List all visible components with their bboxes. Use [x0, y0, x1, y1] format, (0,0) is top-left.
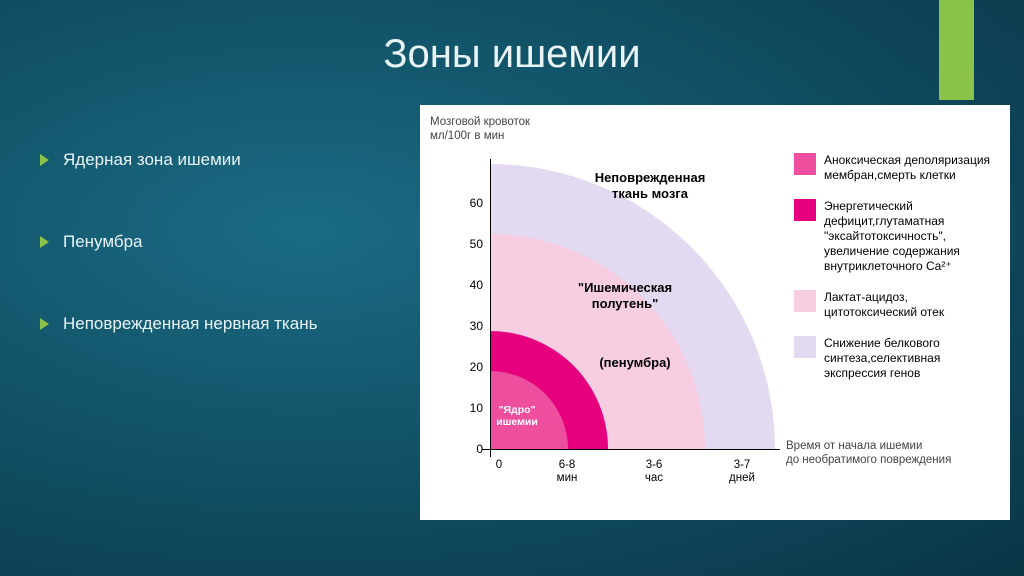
zone-label: Неповрежденнаяткань мозга: [575, 170, 725, 201]
legend-swatch: [794, 290, 816, 312]
legend-item: Аноксическая деполяризация мембран,смерт…: [794, 153, 1004, 183]
bullet-arrow-icon: [40, 236, 49, 248]
bullet-item: Пенумбра: [40, 232, 380, 252]
legend-text: Аноксическая деполяризация мембран,смерт…: [824, 153, 1004, 183]
bullet-arrow-icon: [40, 154, 49, 166]
zone-label: (пенумбра): [560, 355, 710, 371]
slide: Зоны ишемии Ядерная зона ишемии Пенумбра…: [0, 0, 1024, 576]
legend-text: Лактат-ацидоз, цитотоксический отек: [824, 290, 1004, 320]
bullet-item: Неповрежденная нервная ткань: [40, 314, 380, 334]
y-tick: 0: [458, 442, 483, 456]
x-axis: [482, 449, 780, 450]
x-tick: 3-7дней: [720, 459, 764, 485]
core-label-l1: "Ядро": [499, 404, 536, 416]
bullet-text: Ядерная зона ишемии: [63, 150, 241, 170]
y-tick: 40: [458, 278, 483, 292]
legend: Аноксическая деполяризация мембран,смерт…: [794, 153, 1004, 397]
bullet-item: Ядерная зона ишемии: [40, 150, 380, 170]
y-tick: 20: [458, 360, 483, 374]
y-tick: 50: [458, 237, 483, 251]
y-axis-label-l1: Мозговой кровоток: [430, 116, 530, 128]
bullet-text: Неповрежденная нервная ткань: [63, 314, 317, 334]
bullet-text: Пенумбра: [63, 232, 143, 252]
ischemia-chart: Мозговой кровоток мл/100г в мин 0 10 20 30 4…: [420, 105, 1010, 520]
y-tick: 60: [458, 196, 483, 210]
x-axis-label: Время от начала ишемии до необратимого п…: [786, 439, 1006, 468]
legend-text: Энергетический дефицит,глутаматная "экса…: [824, 199, 1004, 274]
x-tick: 3-6час: [632, 459, 676, 485]
y-axis: [490, 159, 491, 457]
legend-text: Снижение белкового синтеза,селективная э…: [824, 336, 1004, 381]
bullet-arrow-icon: [40, 318, 49, 330]
bullet-list: Ядерная зона ишемии Пенумбра Неповрежден…: [40, 150, 380, 396]
core-label-l2: ишемии: [496, 416, 538, 428]
y-axis-label: Мозговой кровоток мл/100г в мин: [430, 115, 550, 144]
core-label: "Ядро" ишемии: [492, 405, 542, 428]
legend-swatch: [794, 336, 816, 358]
slide-title: Зоны ишемии: [0, 32, 1024, 77]
legend-item: Энергетический дефицит,глутаматная "экса…: [794, 199, 1004, 274]
legend-swatch: [794, 199, 816, 221]
y-tick: 30: [458, 319, 483, 333]
x-tick: 0: [477, 459, 521, 472]
legend-swatch: [794, 153, 816, 175]
x-axis-label-l1: Время от начала ишемии: [786, 440, 922, 452]
zone-label: "Ишемическаяполутень": [550, 280, 700, 311]
x-axis-label-l2: до необратимого повреждения: [786, 454, 951, 466]
y-axis-label-l2: мл/100г в мин: [430, 130, 504, 142]
y-tick: 10: [458, 401, 483, 415]
x-tick: 6-8мин: [545, 459, 589, 485]
legend-item: Снижение белкового синтеза,селективная э…: [794, 336, 1004, 381]
legend-item: Лактат-ацидоз, цитотоксический отек: [794, 290, 1004, 320]
